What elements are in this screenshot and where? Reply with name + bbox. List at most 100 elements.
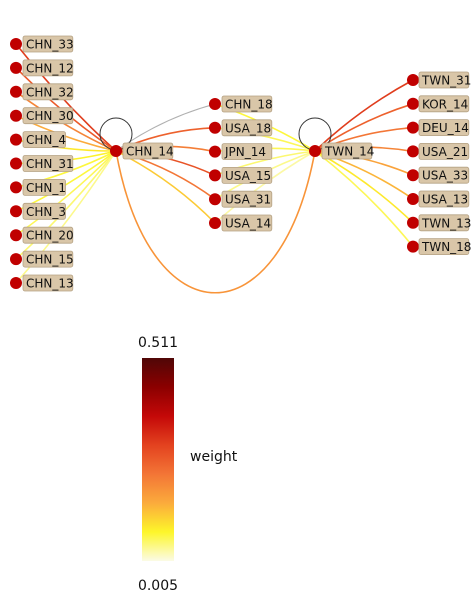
node-dot — [309, 145, 321, 157]
node-label-box — [122, 142, 174, 160]
edge-mid-left-5 — [115, 150, 216, 224]
node-label: CHN_15 — [26, 253, 74, 267]
node-dot — [10, 205, 22, 218]
colorbar: 0.511 weight 0.005 — [138, 335, 238, 594]
node-label-box — [221, 95, 273, 113]
node-label-box — [221, 119, 273, 137]
node-right-6: TWN_13 — [407, 214, 471, 232]
node-right-3: USA_21 — [407, 142, 470, 160]
node-label: TWN_13 — [421, 216, 471, 230]
node-right-0: TWN_31 — [407, 71, 471, 89]
node-dot — [407, 169, 419, 182]
node-dot — [407, 121, 419, 134]
node-label-box — [221, 143, 273, 161]
node-label: CHN_30 — [26, 109, 74, 123]
edge-mid-right-5 — [214, 150, 316, 224]
node-dot — [407, 216, 419, 229]
node-label: USA_15 — [225, 169, 271, 183]
edge-hub-hub — [115, 150, 316, 294]
node-label: USA_21 — [422, 145, 468, 159]
node-label-box — [418, 119, 470, 136]
node-dot — [209, 121, 221, 134]
edge-left-10 — [15, 150, 117, 284]
node-dot — [407, 74, 419, 86]
node-left-9: CHN_15 — [10, 250, 74, 268]
node-label: TWN_14 — [324, 145, 374, 159]
node-label-box — [22, 155, 74, 172]
node-label: CHN_18 — [225, 98, 273, 112]
node-dot — [407, 145, 419, 158]
node-dot — [110, 145, 122, 157]
node-dot — [10, 133, 22, 146]
node-mid-3: USA_15 — [209, 166, 273, 184]
node-label: CHN_20 — [26, 229, 74, 243]
node-dot — [209, 193, 221, 206]
node-mid-4: USA_31 — [209, 190, 273, 208]
node-dot — [10, 157, 22, 170]
node-dot — [10, 109, 22, 122]
node-label: USA_14 — [225, 217, 271, 231]
node-label-box — [22, 226, 74, 244]
node-left-10: CHN_13 — [10, 274, 74, 292]
node-label: CHN_14 — [126, 145, 174, 159]
node-label: JPN_14 — [224, 145, 266, 159]
node-label-box — [22, 35, 74, 53]
node-label-box — [418, 142, 470, 160]
colorbar-max-label: 0.511 — [138, 335, 178, 351]
node-dot — [10, 229, 22, 242]
node-dot — [10, 253, 22, 266]
node-label: TWN_31 — [421, 74, 471, 88]
node-label-box — [22, 178, 66, 196]
node-right-4: USA_33 — [407, 166, 470, 184]
node-label-box — [221, 166, 273, 184]
node-label-box — [418, 190, 470, 208]
node-dot — [407, 97, 419, 110]
node-label-box — [418, 214, 470, 232]
node-label: USA_33 — [422, 169, 468, 183]
edge-right-0 — [314, 79, 414, 152]
node-label-box — [22, 250, 74, 268]
colorbar-axis-label: weight — [190, 449, 238, 465]
node-dot — [10, 277, 22, 289]
node-label: USA_31 — [225, 193, 271, 207]
node-left-4: CHN_4 — [10, 131, 66, 149]
node-label-box — [418, 238, 470, 256]
node-label: USA_18 — [225, 121, 271, 135]
node-left-5: CHN_31 — [10, 155, 74, 172]
node-label: TWN_18 — [421, 240, 471, 254]
node-label-box — [22, 131, 66, 149]
node-dot — [209, 98, 221, 110]
node-label: CHN_33 — [26, 38, 74, 52]
node-right-5: USA_13 — [407, 190, 470, 208]
colorbar-gradient — [142, 358, 174, 561]
node-left-6: CHN_1 — [10, 178, 66, 196]
edge-left-9 — [15, 150, 117, 260]
node-label-box — [418, 95, 470, 113]
node-label-box — [22, 83, 74, 101]
node-left-0: CHN_33 — [10, 35, 74, 53]
node-dot — [407, 240, 419, 253]
node-label: KOR_14 — [422, 97, 468, 111]
node-label-box — [221, 190, 273, 208]
hub-node-left: CHN_14 — [110, 142, 174, 160]
node-left-1: CHN_12 — [10, 59, 74, 77]
node-left-2: CHN_32 — [10, 83, 74, 101]
node-left-8: CHN_20 — [10, 226, 74, 244]
node-mid-0: CHN_18 — [209, 95, 273, 113]
node-label: CHN_12 — [26, 61, 74, 75]
node-label: CHN_31 — [26, 157, 74, 171]
node-label: CHN_3 — [26, 205, 66, 219]
node-label-box — [418, 71, 470, 89]
node-left-7: CHN_3 — [10, 202, 66, 220]
node-dot — [10, 181, 22, 194]
node-right-2: DEU_14 — [407, 119, 470, 136]
node-right-1: KOR_14 — [407, 95, 470, 113]
node-label-box — [418, 166, 470, 184]
node-label-box — [321, 142, 373, 160]
node-dot — [209, 169, 221, 182]
hub-node-right: TWN_14 — [309, 142, 374, 160]
node-mid-5: USA_14 — [209, 214, 273, 232]
node-label-box — [22, 59, 74, 77]
edge-right-7 — [314, 150, 414, 248]
